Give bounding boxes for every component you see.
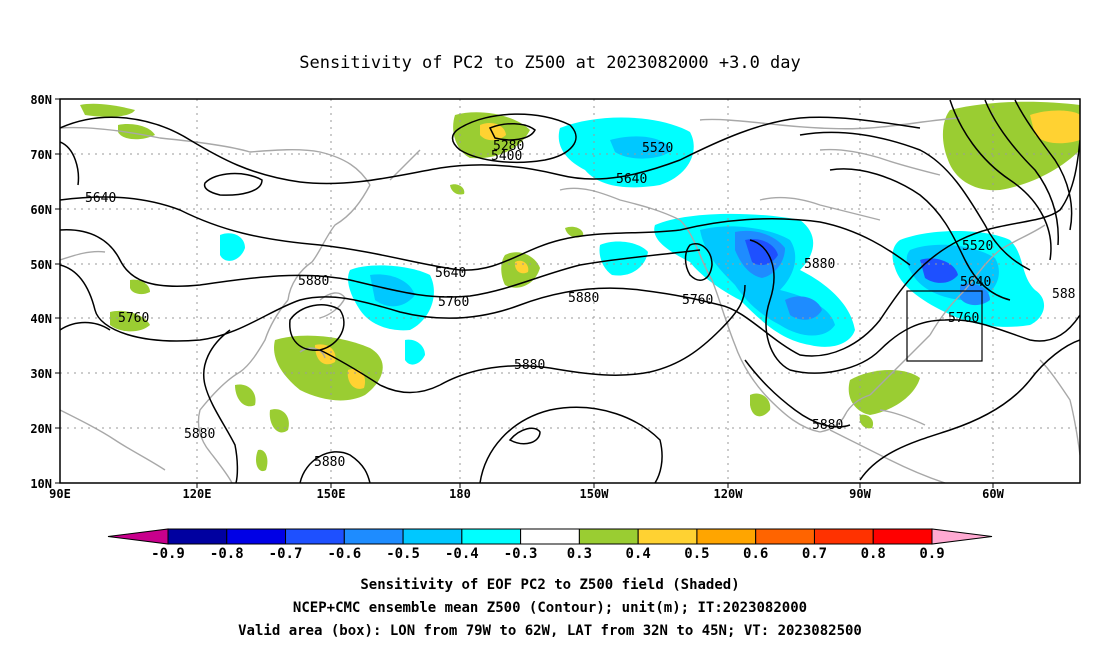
contour-label: 5880 <box>568 291 599 306</box>
colorbar-swatch <box>578 528 639 545</box>
contour-label: 5400 <box>491 149 522 164</box>
map-border <box>59 98 1081 484</box>
lat-label: 10N <box>30 477 52 491</box>
colorbar-swatch <box>755 528 815 545</box>
colorbar-label: 0.3 <box>567 546 592 562</box>
colorbar-swatch <box>285 528 345 545</box>
lat-label: 50N <box>30 258 52 272</box>
caption-line-1: Sensitivity of EOF PC2 to Z500 field (Sh… <box>360 577 739 593</box>
contour-label: 5640 <box>960 275 991 290</box>
colorbar-swatch <box>402 528 463 545</box>
contour-label: 5880 <box>514 358 545 373</box>
contour-label: 5760 <box>948 311 979 326</box>
colorbar-swatch <box>226 528 287 545</box>
lon-label: 90W <box>849 487 871 501</box>
graticule <box>60 99 1080 483</box>
latitude-labels: 80N 70N 60N 50N 40N 30N 20N 10N <box>30 93 52 491</box>
contour-label: 5640 <box>435 266 466 281</box>
z500-contours <box>60 99 1080 483</box>
colorbar-label: -0.3 <box>504 546 538 562</box>
colorbar-swatch <box>637 528 698 545</box>
colorbar-label: -0.4 <box>445 546 479 562</box>
lon-label: 180 <box>449 487 471 501</box>
colorbar-swatch <box>520 528 580 545</box>
colorbar-label: 0.4 <box>626 546 651 562</box>
longitude-labels: 90E 120E 150E 180 150W 120W 90W 60W <box>49 487 1004 501</box>
figure-title: Sensitivity of PC2 to Z500 at 2023082000… <box>299 53 801 73</box>
caption-line-2: NCEP+CMC ensemble mean Z500 (Contour); u… <box>293 600 807 616</box>
contour-label: 5760 <box>682 293 713 308</box>
colorbar-swatch <box>167 528 228 545</box>
contour-labels: 5280 5400 5520 5640 5640 5640 5760 5760 … <box>85 139 1075 470</box>
colorbar-label: -0.8 <box>210 546 244 562</box>
contour-label: 5880 <box>314 455 345 470</box>
colorbar-label: -0.9 <box>151 546 185 562</box>
caption-line-3: Valid area (box): LON from 79W to 62W, L… <box>238 623 862 639</box>
map-panel: 5280 5400 5520 5640 5640 5640 5760 5760 … <box>30 93 1081 501</box>
contour-label: 5640 <box>616 172 647 187</box>
contour-label: 5880 <box>812 418 843 433</box>
contour-label: 5520 <box>962 239 993 254</box>
lon-label: 90E <box>49 487 71 501</box>
colorbar-label: 0.5 <box>684 546 709 562</box>
contour-label: 5640 <box>85 191 116 206</box>
lat-label: 80N <box>30 93 52 107</box>
lat-label: 20N <box>30 422 52 436</box>
colorbar-label: -0.7 <box>269 546 303 562</box>
lat-label: 30N <box>30 367 52 381</box>
positive-sensitivity-shading <box>80 101 1080 472</box>
contour-label: 5880 <box>804 257 835 272</box>
contour-label: 5880 <box>184 427 215 442</box>
colorbar-label: 0.9 <box>919 546 944 562</box>
colorbar-extend-low <box>107 528 169 545</box>
contour-label: 5280 <box>493 139 524 154</box>
negative-sensitivity-shading <box>220 117 1045 365</box>
colorbar-label: 0.6 <box>743 546 768 562</box>
lon-label: 120E <box>183 487 212 501</box>
contour-label: 5880 <box>298 274 329 289</box>
contour-label: 5760 <box>118 311 149 326</box>
colorbar-swatch <box>461 528 522 545</box>
contour-label: 5520 <box>642 141 673 156</box>
lat-label: 60N <box>30 203 52 217</box>
colorbar-swatch <box>872 528 933 545</box>
colorbar-label: -0.5 <box>386 546 420 562</box>
lon-label: 120W <box>714 487 744 501</box>
colorbar-label: 0.8 <box>861 546 886 562</box>
colorbar-label: -0.6 <box>327 546 361 562</box>
map-ticks <box>55 98 994 488</box>
colorbar-label: 0.7 <box>802 546 827 562</box>
colorbar-swatch <box>696 528 757 545</box>
contour-label: 5760 <box>438 295 469 310</box>
lon-label: 150W <box>580 487 610 501</box>
lat-label: 70N <box>30 148 52 162</box>
lat-label: 40N <box>30 312 52 326</box>
valid-area-box <box>906 290 983 362</box>
lon-label: 60W <box>982 487 1004 501</box>
colorbar: -0.9 -0.8 -0.7 -0.6 -0.5 -0.4 -0.3 0.3 0.4 0.5 0.6… <box>107 528 993 562</box>
colorbar-swatch <box>813 528 874 545</box>
contour-label: 588 <box>1052 287 1075 302</box>
colorbar-swatch <box>343 528 404 545</box>
colorbar-extend-high <box>931 528 993 545</box>
lon-label: 150E <box>317 487 346 501</box>
